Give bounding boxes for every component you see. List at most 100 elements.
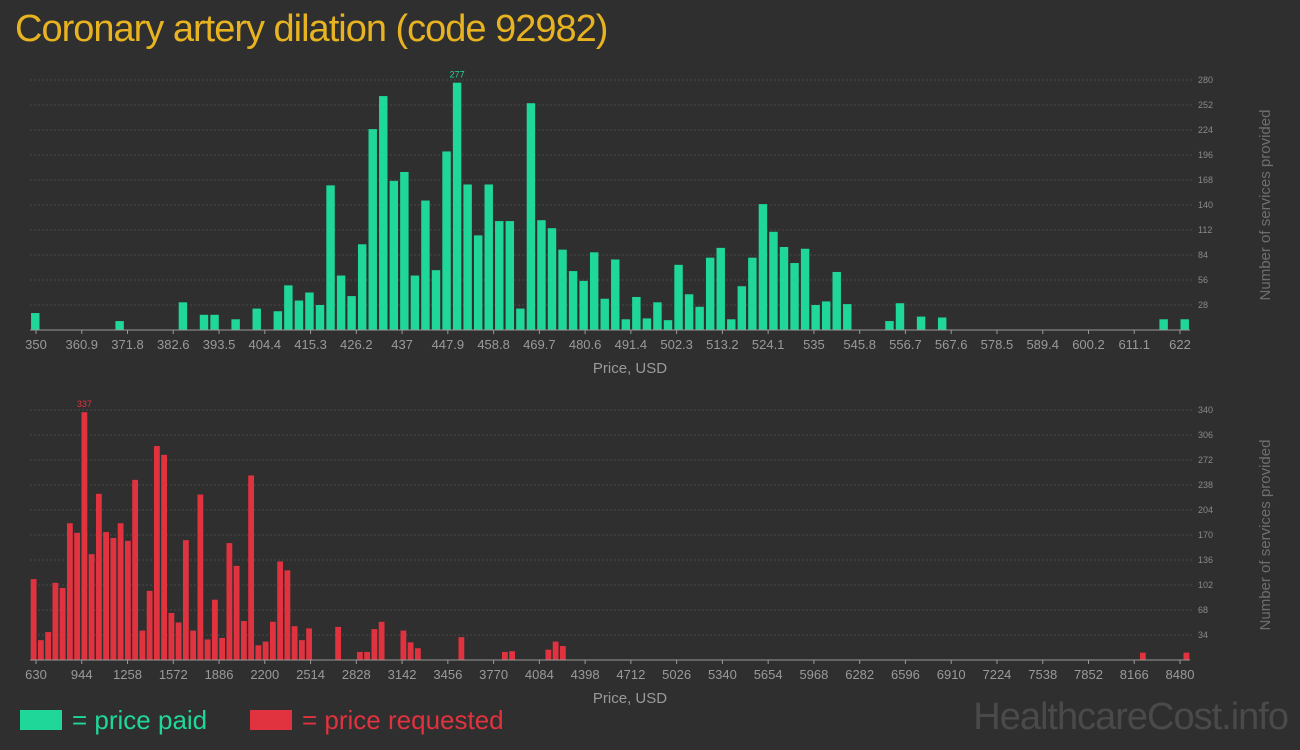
y-tick-label: 56 [1198,275,1208,285]
bar [463,184,472,330]
bar [306,628,313,660]
bar [371,629,378,660]
x-tick-label: 622 [1169,337,1191,352]
bar [178,302,188,330]
page-title: Coronary artery dilation (code 92982) [15,8,608,50]
legend-paid-swatch [20,710,62,730]
bar [705,257,715,330]
bar [509,651,516,660]
x-tick-label: 7538 [1028,667,1057,682]
x-tick-label: 2200 [250,667,279,682]
bar [219,637,226,660]
x-tick-label: 404.4 [249,337,282,352]
bar [821,301,831,330]
bar [737,286,747,330]
bar [568,271,578,330]
x-tick-label: 371.8 [111,337,144,352]
x-tick-label: 3456 [433,667,462,682]
bar [252,308,261,330]
bar [364,651,371,660]
bar [88,554,95,660]
x-tick-label: 6596 [891,667,920,682]
bar [431,270,441,330]
bar [1159,319,1168,330]
x-tick-label: 8480 [1166,667,1195,682]
bar [727,319,736,330]
x-tick-label: 350 [25,337,47,352]
x-tick-label: 426.2 [340,337,373,352]
x-tick-label: 513.2 [706,337,739,352]
bar [545,649,552,660]
y-tick-label: 272 [1198,455,1213,465]
y-tick-label: 84 [1198,250,1208,260]
x-tick-label: 545.8 [843,337,876,352]
bar [695,306,704,330]
bar [117,523,124,660]
x-tick-label: 7852 [1074,667,1103,682]
legend-paid-label: = price paid [72,704,208,735]
bar [356,651,363,660]
bar [95,493,102,660]
bar [758,204,768,330]
x-tick-label: 1886 [205,667,234,682]
bar [400,630,407,660]
bar [769,231,778,330]
bar [589,252,599,330]
x-tick-label: 535 [803,337,825,352]
bar [305,292,314,330]
legend-requested: = price requested [250,702,504,738]
bar [1139,652,1146,660]
x-tick-label: 6282 [845,667,874,682]
bar [336,275,346,330]
bar [407,642,414,660]
bar [30,579,37,660]
bar [146,590,153,660]
bar [800,248,810,330]
bar [558,249,567,330]
price-requested-chart: 34 68 102 136 170 204 238 272 306 340 337 630 944 125… [25,399,1274,707]
x-tick-label: 502.3 [660,337,693,352]
y-tick-label: 170 [1198,530,1213,540]
y-tick-label: 112 [1198,225,1212,235]
bar [916,316,926,330]
bar [347,296,356,330]
bar [255,645,262,660]
bar [832,271,841,330]
y-tick-label: 136 [1198,555,1213,565]
legend-paid: = price paid [20,702,207,738]
bar [233,565,240,660]
bar [197,494,204,660]
bar [642,318,652,330]
bar [663,320,673,330]
bar [442,151,451,330]
y-tick-label: 238 [1198,480,1213,490]
watermark: HealthcareCost.info [973,696,1289,738]
y-axis-label: Number of services provided [1257,440,1274,631]
bar [31,313,40,330]
x-tick-label: 5026 [662,667,691,682]
x-tick-label: 3770 [479,667,508,682]
bar [190,630,197,660]
bar [779,246,789,330]
bar [110,537,117,660]
bar [621,319,631,330]
bar [495,221,504,330]
x-axis-label: Price, USD [593,690,667,707]
x-tick-label: 393.5 [203,337,236,352]
bar [937,317,947,330]
bar [790,263,799,330]
bar [211,599,218,660]
bar [284,285,293,330]
bar [199,314,209,330]
x-tick-label: 382.6 [157,337,190,352]
x-tick-label: 6910 [937,667,966,682]
x-tick-label: 1572 [159,667,188,682]
bar [1180,319,1189,330]
bar [716,247,725,330]
x-tick-label: 458.8 [477,337,510,352]
bar [684,294,694,330]
x-tick-label: 491.4 [615,337,648,352]
x-tick-label: 567.6 [935,337,968,352]
price-paid-chart: 28 56 84 112 140 168 196 224 252 280 277 350 360.9 37… [25,70,1274,377]
bar [161,454,168,660]
